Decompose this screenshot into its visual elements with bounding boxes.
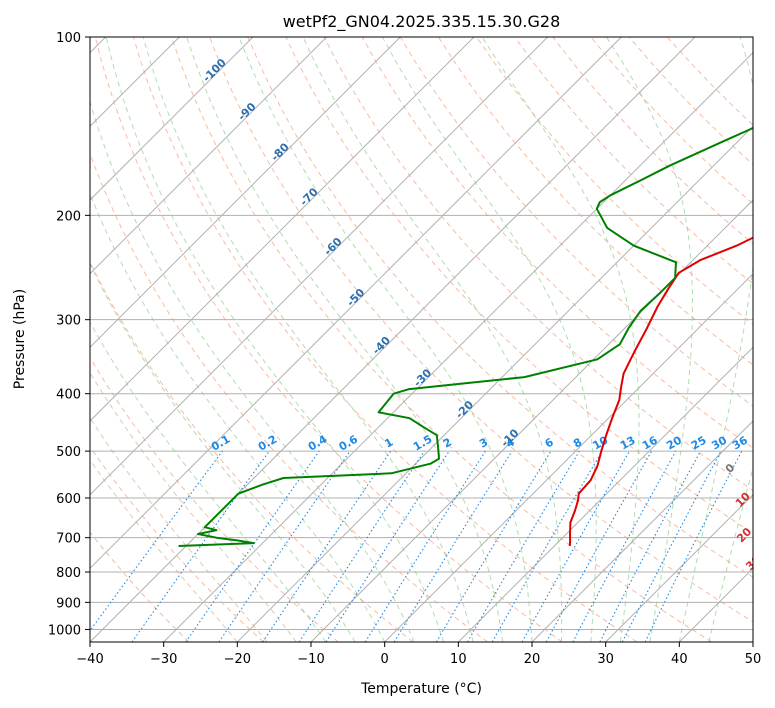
dry-adiabat-line (90, 446, 264, 642)
mixing-ratio-line (90, 450, 223, 632)
isotherm-line (90, 37, 254, 201)
isotherm-line (90, 37, 696, 642)
x-tick-label: 20 (524, 652, 541, 667)
isotherm-line (531, 420, 753, 642)
y-tick-label: 300 (56, 314, 81, 329)
x-axis-ticks: −40 −30 −20 −10 0 10 20 30 40 50 (76, 642, 761, 667)
isotherm-line (90, 37, 401, 349)
chart-title: wetPf2_GN04.2025.335.15.30.G28 (283, 12, 561, 32)
moist-adiabat-line (238, 37, 533, 642)
isotherm-line (163, 51, 753, 642)
mixing-ratio-line (262, 450, 392, 642)
moist-adiabat-line (606, 37, 693, 642)
mixing-ratio-line (218, 450, 351, 642)
y-tick-label: 600 (56, 492, 81, 507)
temperature-trace (568, 236, 753, 547)
isotherm-line (90, 37, 475, 422)
moist-adiabat-line (90, 192, 386, 642)
isotherm-line (90, 37, 622, 570)
isotherm-line (310, 199, 753, 642)
isotherm-line (90, 37, 328, 275)
y-tick-label: 900 (56, 596, 81, 611)
dry-adiabat-line (90, 152, 488, 642)
y-tick-label: 800 (56, 566, 81, 581)
mixing-ratio-line (644, 450, 743, 642)
isotherm-line (384, 272, 753, 642)
x-tick-label: −40 (76, 652, 103, 667)
mixing-ratio-line (298, 450, 425, 642)
x-tick-label: 10 (450, 652, 467, 667)
mixing-ratio-line (521, 450, 630, 642)
dry-adiabat-line (514, 37, 753, 285)
mixing-ratio-line (572, 450, 677, 642)
x-tick-label: −30 (150, 652, 177, 667)
dry-adiabat-line (361, 37, 753, 449)
moist-adiabat-label: 30 (743, 553, 763, 573)
x-tick-label: −20 (224, 652, 251, 667)
isotherm-line (236, 125, 753, 642)
moist-adiabat-line (186, 37, 503, 642)
isotherm-line (605, 493, 753, 642)
dry-adiabat-line (399, 37, 753, 407)
x-tick-label: 40 (671, 652, 688, 667)
x-tick-label: 0 (381, 652, 389, 667)
mixing-ratio-lines (90, 450, 743, 642)
y-tick-label: 200 (56, 209, 81, 224)
moist-adiabat-line (302, 37, 563, 642)
isobars (90, 37, 753, 630)
dry-adiabat-line (171, 37, 712, 642)
dry-adiabat-line (247, 37, 753, 578)
dry-adiabat-line (209, 37, 753, 623)
isotherm-line (90, 37, 549, 496)
dry-adiabats (90, 37, 753, 642)
y-tick-label: 700 (56, 532, 81, 547)
dry-adiabat-line (90, 531, 190, 642)
dry-adiabat-line (90, 356, 339, 642)
moist-adiabat-line (142, 37, 474, 642)
mixing-ratio-line (545, 450, 653, 642)
x-axis-label: Temperature (°C) (360, 681, 482, 697)
y-axis-label: Pressure (hPa) (12, 289, 28, 389)
mixing-ratio-line (393, 450, 513, 642)
y-tick-label: 400 (56, 388, 81, 403)
sounding-traces (178, 126, 753, 547)
moist-adiabat-line (381, 37, 597, 642)
plot-area: 0.1 0.2 0.4 0.6 1 1.5 2 3 4 6 8 10 13 16 20 25 30 36-100-… (90, 37, 763, 642)
moist-adiabat-line (90, 417, 268, 642)
y-tick-label: 1000 (48, 623, 81, 638)
moist-adiabat-line (90, 371, 297, 642)
moist-adiabat-line (90, 262, 356, 642)
y-tick-label: 100 (56, 31, 81, 46)
isotherm-line (457, 346, 753, 642)
moist-adiabats (90, 37, 753, 642)
isotherms (90, 37, 753, 642)
dry-adiabat-line (132, 37, 638, 642)
mixing-ratio-line (325, 450, 450, 642)
moist-adiabat-label: 20 (734, 525, 754, 545)
moist-adiabat-line (90, 459, 238, 642)
moist-adiabat-line (105, 37, 445, 642)
mixing-ratio-line (131, 450, 270, 642)
x-tick-label: 30 (597, 652, 614, 667)
dewpoint-trace (178, 126, 753, 547)
x-tick-label: 50 (745, 652, 762, 667)
mixing-ratio-line (185, 450, 320, 642)
plot-frame (89, 36, 754, 643)
x-tick-label: −10 (297, 652, 324, 667)
moist-adiabat-line (90, 99, 415, 642)
y-axis-ticks: 100 200 300 400 500 600 700 800 900 1000 (48, 31, 90, 638)
y-tick-label: 500 (56, 445, 81, 460)
dry-adiabat-line (94, 37, 563, 642)
moist-adiabat-line (481, 37, 640, 642)
